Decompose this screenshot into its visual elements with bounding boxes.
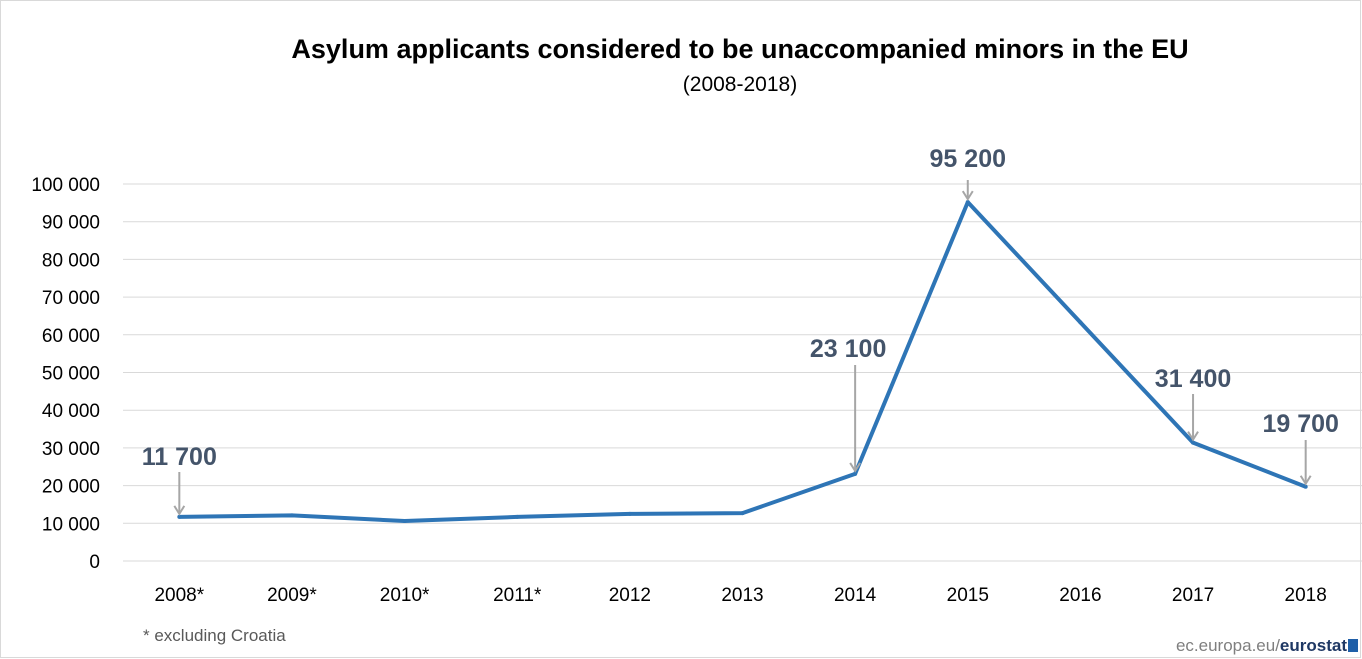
y-tick-label: 80 000 — [42, 250, 100, 271]
x-tick-label: 2010* — [380, 585, 430, 606]
y-tick-label: 20 000 — [42, 477, 100, 498]
data-label: 11 700 — [142, 443, 217, 471]
data-label: 19 700 — [1262, 410, 1338, 438]
data-point — [965, 200, 970, 205]
x-tick-label: 2018 — [1285, 585, 1327, 606]
x-tick-label: 2012 — [609, 585, 651, 606]
y-tick-label: 60 000 — [42, 326, 100, 347]
y-tick-label: 50 000 — [42, 364, 100, 385]
annotation-arrowhead — [849, 462, 861, 473]
chart-title: Asylum applicants considered to be unacc… — [291, 34, 1189, 64]
x-tick-label: 2014 — [834, 585, 877, 606]
source-brand: eurostat — [1279, 636, 1347, 655]
x-tick-label: 2017 — [1172, 585, 1214, 606]
data-point — [1078, 320, 1083, 325]
x-tick-label: 2013 — [721, 585, 763, 606]
data-point — [515, 514, 520, 519]
x-tick-label: 2011* — [493, 585, 542, 606]
eu-flag-icon — [1348, 639, 1358, 652]
data-point — [289, 513, 294, 518]
x-tick-label: 2016 — [1059, 585, 1101, 606]
x-tick-label: 2008* — [154, 585, 204, 606]
data-point — [1303, 484, 1308, 489]
y-tick-label: 0 — [89, 552, 100, 573]
data-point — [177, 514, 182, 519]
source-credit: ec.europa.eu/eurostat — [1176, 636, 1358, 656]
data-label: 95 200 — [930, 145, 1006, 173]
data-label: 23 100 — [810, 335, 886, 363]
y-tick-label: 70 000 — [42, 288, 100, 309]
annotation-arrowhead — [961, 190, 974, 201]
chart-subtitle: (2008-2018) — [682, 73, 798, 96]
source-prefix: ec.europa.eu/ — [1175, 636, 1280, 655]
data-point — [1191, 440, 1196, 445]
data-point — [627, 511, 632, 516]
y-tick-label: 90 000 — [42, 213, 100, 234]
annotation-arrowhead — [173, 505, 186, 516]
data-point — [402, 519, 407, 524]
x-tick-label: 2009* — [267, 585, 317, 606]
annotation-arrowhead — [1299, 475, 1312, 486]
data-point — [740, 511, 745, 516]
footnote: * excluding Croatia — [143, 626, 286, 645]
y-tick-label: 100 000 — [31, 175, 100, 196]
y-tick-label: 10 000 — [42, 514, 100, 535]
y-tick-label: 40 000 — [42, 401, 100, 422]
data-label: 31 400 — [1155, 365, 1231, 393]
series-line — [179, 200, 1307, 523]
data-point — [853, 471, 858, 476]
y-tick-label: 30 000 — [42, 439, 100, 460]
annotation-arrowhead — [1187, 431, 1199, 442]
x-tick-label: 2015 — [947, 585, 989, 606]
